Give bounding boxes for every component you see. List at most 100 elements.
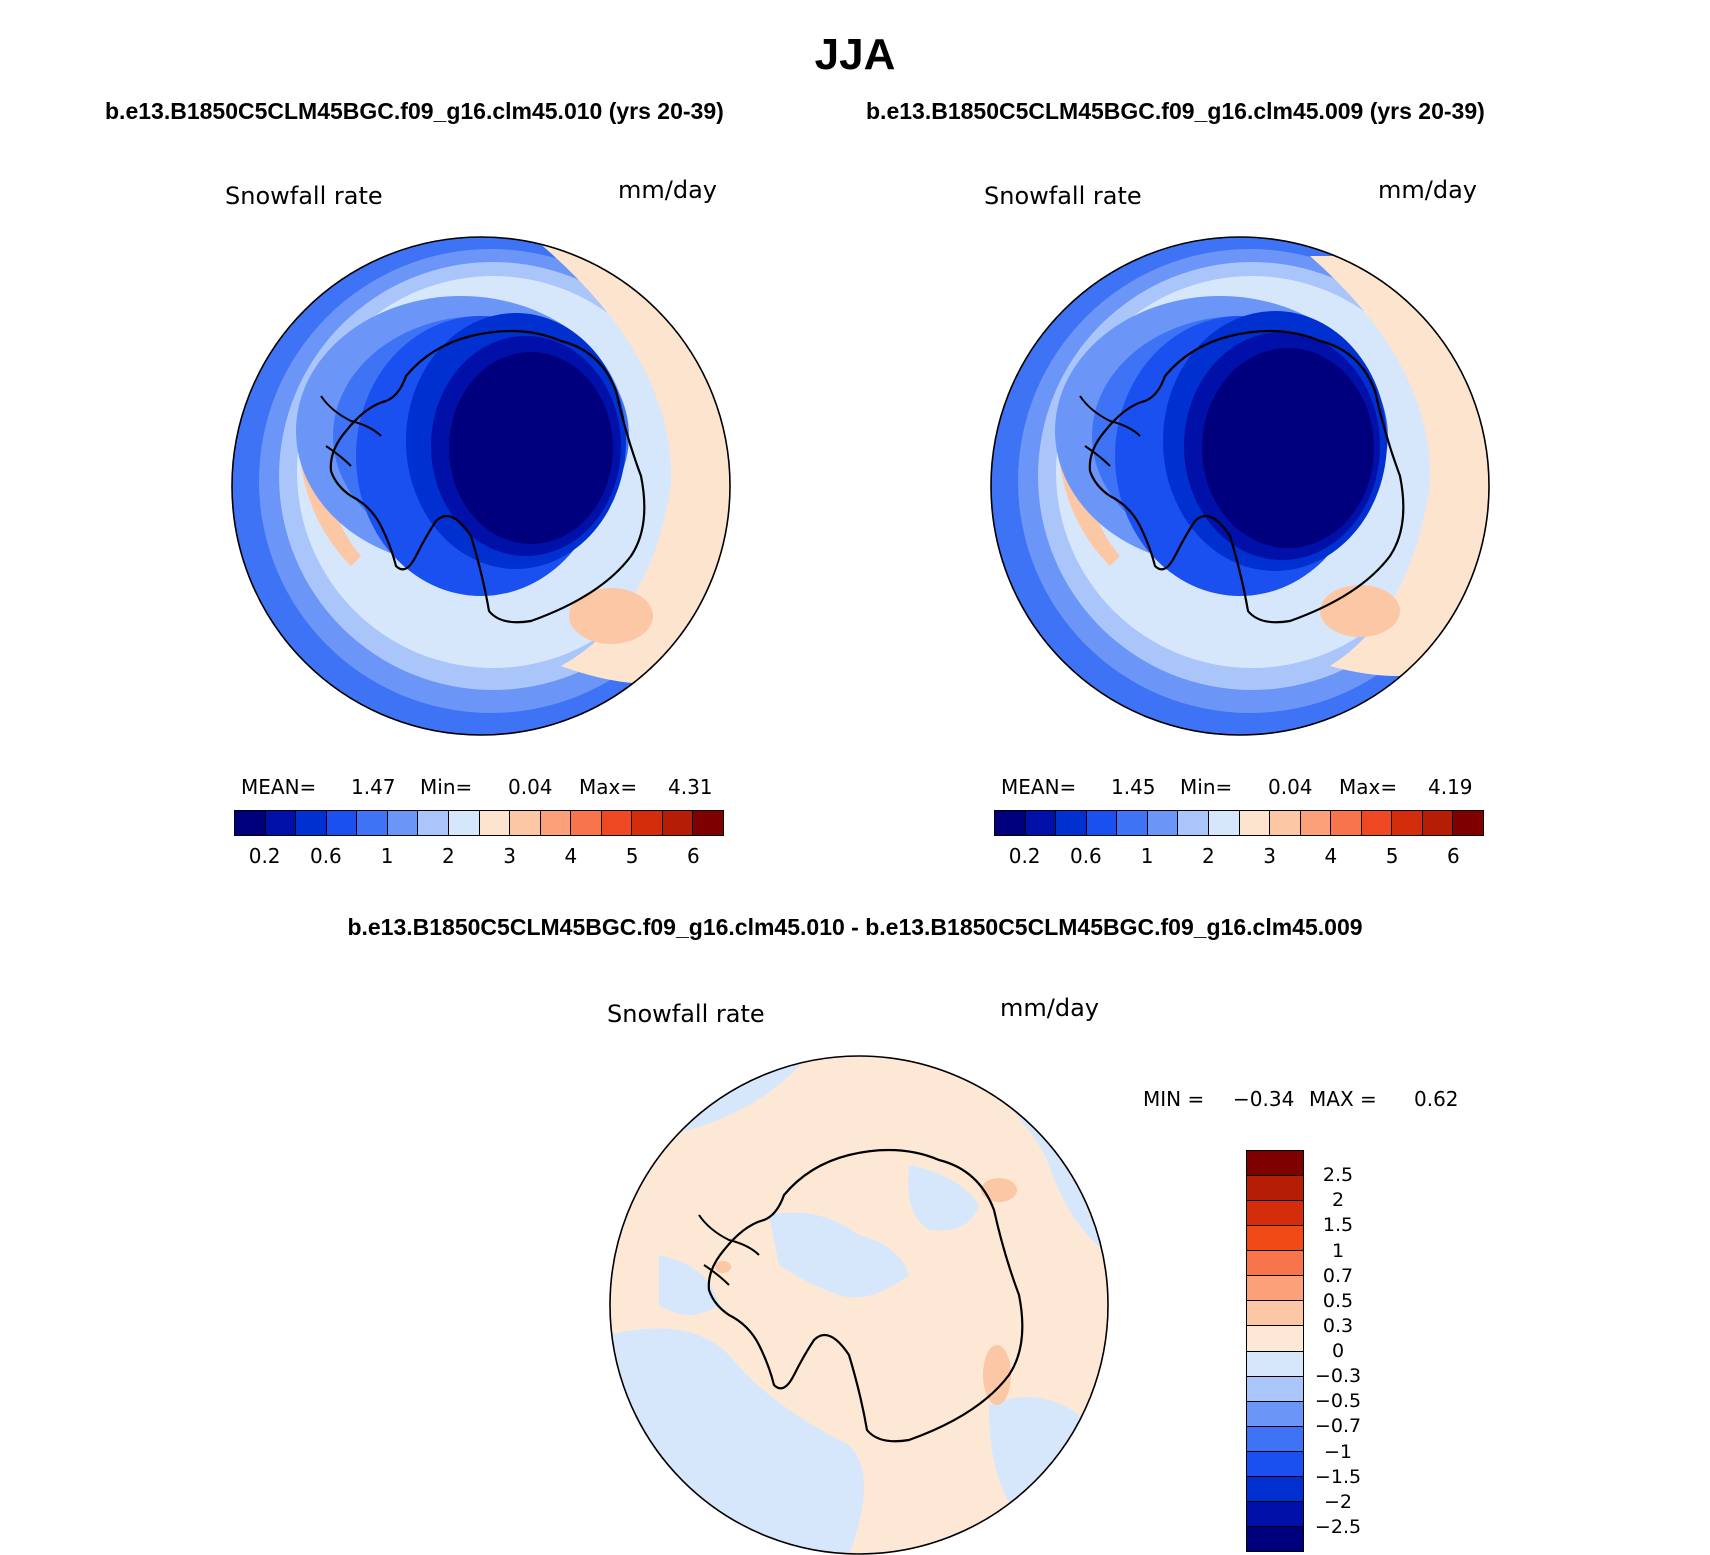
- panel2-colorbar-box: [1331, 811, 1362, 835]
- panel1-colorbar-box: [357, 811, 388, 835]
- panel2-polar-map: [990, 236, 1490, 736]
- panel3-colorbar-box: [1247, 1476, 1303, 1502]
- panel2-colorbar-box: [1422, 811, 1454, 835]
- panel1-mean-value: 1.47: [351, 775, 396, 799]
- figure-title: JJA: [814, 30, 896, 79]
- panel1-colorbar-tick: 2: [442, 844, 455, 868]
- panel1-colorbar-tick: 1: [380, 844, 394, 868]
- panel1-colorbar-box: [387, 811, 419, 835]
- panel1-colorbar-box: [265, 811, 297, 835]
- panel1-max-label: Max=: [579, 775, 638, 799]
- panel3-colorbar-tick: 1: [1331, 1239, 1345, 1262]
- panel2-colorbar-tick: 5: [1385, 844, 1399, 868]
- difference-title: b.e13.B1850C5CLM45BGC.f09_g16.clm45.010 …: [347, 914, 1363, 940]
- panel1-min-value: 0.04: [508, 775, 553, 799]
- subtitle-right: b.e13.B1850C5CLM45BGC.f09_g16.clm45.009 …: [866, 98, 1485, 124]
- panel1-colorbar-tick: 0.6: [309, 844, 342, 868]
- panel3-min-label: MIN =: [1143, 1087, 1205, 1111]
- panel3-colorbar-tick: −2.5: [1314, 1515, 1362, 1538]
- panel2-colorbar-box: [1453, 811, 1483, 835]
- panel3-min-value: −0.34: [1233, 1087, 1295, 1111]
- panel3-colorbar-ticks: 2.5 2 1.5 1 0.7 0.5 0.3 0 −0.3 −0.5 −0.7 −1 −1.5 −2 −2…: [1310, 1150, 1390, 1552]
- panel3-colorbar-box: [1247, 1151, 1303, 1177]
- panel3-colorbar-tick: −0.3: [1314, 1365, 1362, 1388]
- panel3-colorbar-tick: 1.5: [1322, 1214, 1354, 1237]
- panel3-colorbar-tick: 0.5: [1322, 1289, 1354, 1312]
- panel2-colorbar-box: [1361, 811, 1393, 835]
- panel2-max-label: Max=: [1339, 775, 1398, 799]
- panel3-units-label: mm/day: [1000, 994, 1099, 1022]
- panel2-colorbar-box: [995, 811, 1026, 835]
- panel1-colorbar-box: [510, 811, 541, 835]
- panel2-colorbar-box: [1300, 811, 1332, 835]
- panel3-colorbar-tick: −0.5: [1314, 1390, 1362, 1413]
- panel1-colorbar-box: [479, 811, 511, 835]
- subtitle-left: b.e13.B1850C5CLM45BGC.f09_g16.clm45.010 …: [105, 98, 724, 124]
- panel2-colorbar-box: [1056, 811, 1087, 835]
- panel3-colorbar-tick: 0: [1331, 1340, 1345, 1362]
- panel2-colorbar-box: [1086, 811, 1118, 835]
- panel1-colorbar-box: [296, 811, 327, 835]
- panel3-colorbar-box: [1247, 1226, 1303, 1252]
- panel3-max-label: MAX =: [1309, 1087, 1377, 1111]
- panel1-colorbar-box: [662, 811, 694, 835]
- panel2-max-value: 4.19: [1428, 775, 1473, 799]
- panel3-colorbar-box: [1247, 1251, 1303, 1277]
- panel2-mean-label: MEAN=: [1001, 775, 1077, 799]
- panel2-units-label: mm/day: [1378, 176, 1477, 204]
- panel1-units-label: mm/day: [618, 176, 717, 204]
- panel1-colorbar: [234, 810, 724, 836]
- panel2-colorbar-tick: 1: [1140, 844, 1154, 868]
- panel2-colorbar-box: [1392, 811, 1423, 835]
- panel3-colorbar-box: [1247, 1426, 1303, 1452]
- panel1-colorbar-box: [448, 811, 480, 835]
- panel2-colorbar-tick: 0.2: [1008, 844, 1041, 868]
- panel3-colorbar-box: [1247, 1326, 1303, 1352]
- panel2-colorbar: [994, 810, 1484, 836]
- panel2-colorbar-box: [1178, 811, 1209, 835]
- panel1-colorbar-box: [693, 811, 723, 835]
- panel1-colorbar-box: [418, 811, 449, 835]
- panel2-mean-value: 1.45: [1111, 775, 1156, 799]
- panel3-colorbar-box: [1247, 1526, 1303, 1551]
- panel2-colorbar-box: [1270, 811, 1301, 835]
- panel3-colorbar-box: [1247, 1401, 1303, 1427]
- panel1-max-value: 4.31: [668, 775, 713, 799]
- panel1-colorbar-box: [601, 811, 633, 835]
- panel1-colorbar-tick: 4: [564, 844, 578, 868]
- panel2-colorbar-box: [1025, 811, 1057, 835]
- panel2-colorbar-box: [1239, 811, 1271, 835]
- panel2-colorbar-tick: 2: [1202, 844, 1215, 868]
- panel3-colorbar-box: [1247, 1201, 1303, 1227]
- panel2-colorbar-tick: 0.6: [1069, 844, 1102, 868]
- panel2-colorbar-box: [1147, 811, 1179, 835]
- panel1-colorbar-box: [326, 811, 358, 835]
- panel3-colorbar: [1246, 1150, 1304, 1552]
- panel1-colorbar-box: [632, 811, 663, 835]
- panel1-mean-label: MEAN=: [241, 775, 317, 799]
- panel2-min-label: Min=: [1180, 775, 1233, 799]
- panel3-colorbar-box: [1247, 1351, 1303, 1377]
- panel3-colorbar-tick: 2.5: [1322, 1164, 1354, 1187]
- panel3-colorbar-box: [1247, 1301, 1303, 1327]
- panel3-colorbar-box: [1247, 1376, 1303, 1402]
- panel3-colorbar-tick: −1.5: [1314, 1465, 1362, 1488]
- panel1-colorbar-box: [540, 811, 572, 835]
- panel1-colorbar-box: [235, 811, 266, 835]
- panel3-colorbar-tick: −0.7: [1314, 1415, 1362, 1438]
- panel2-colorbar-tick: 6: [1447, 844, 1460, 868]
- panel3-colorbar-box: [1247, 1501, 1303, 1527]
- panel3-colorbar-box: [1247, 1451, 1303, 1477]
- panel3-colorbar-box: [1247, 1176, 1303, 1202]
- panel2-min-value: 0.04: [1268, 775, 1313, 799]
- panel3-colorbar-tick: −1: [1323, 1440, 1353, 1463]
- panel3-colorbar-tick: 0.7: [1322, 1264, 1354, 1287]
- panel1-colorbar-tick: 0.2: [248, 844, 281, 868]
- panel2-colorbar-ticks: 0.2 0.6 1 2 3 4 5 6: [994, 844, 1484, 868]
- panel3-max-value: 0.62: [1414, 1087, 1459, 1111]
- panel1-min-label: Min=: [420, 775, 473, 799]
- panel2-colorbar-tick: 3: [1263, 844, 1276, 868]
- panel3-colorbar-tick: 2: [1331, 1189, 1345, 1212]
- panel3-colorbar-box: [1247, 1276, 1303, 1302]
- panel2-colorbar-tick: 4: [1324, 844, 1338, 868]
